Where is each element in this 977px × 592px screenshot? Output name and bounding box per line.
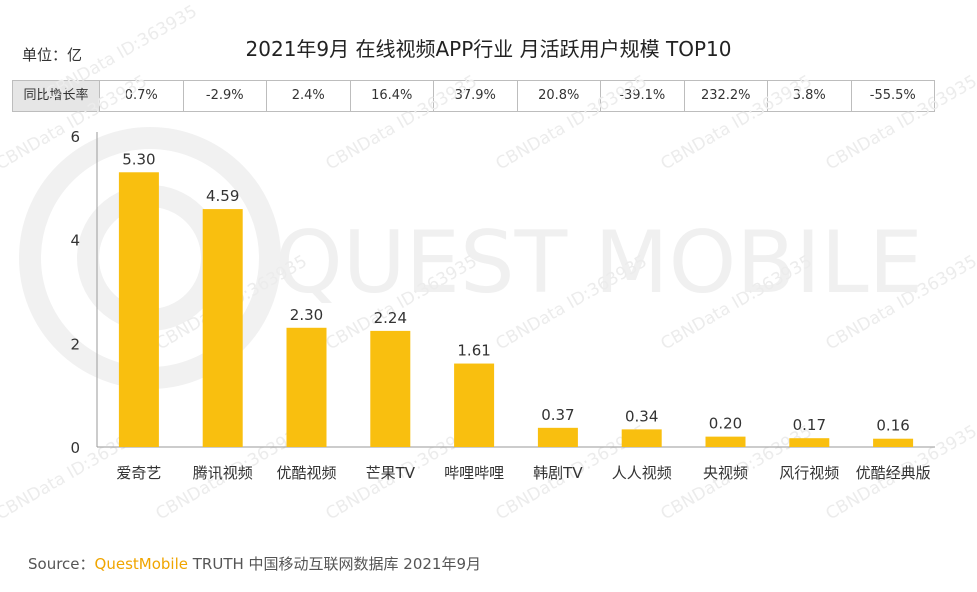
yoy-cell: 2.4%: [267, 81, 351, 111]
source-brand: QuestMobile: [94, 555, 188, 573]
x-tick-label: 央视频: [703, 464, 748, 482]
yoy-cell: -2.9%: [184, 81, 267, 111]
unit-label: 单位：亿: [22, 46, 83, 64]
watermark-tag: CBNData ID:363935: [323, 72, 481, 175]
watermark-brand: QUEST MOBILE: [275, 213, 923, 313]
source-note: Source：QuestMobile TRUTH 中国移动互联网数据库 2021…: [28, 553, 481, 574]
bar: [705, 436, 746, 447]
yoy-cell: 0.7%: [100, 81, 184, 111]
yoy-cell: -39.1%: [601, 81, 685, 111]
bar-value-label: 5.30: [122, 150, 155, 168]
x-tick-label: 优酷视频: [276, 464, 336, 482]
bar: [621, 429, 662, 447]
source-rest: TRUTH 中国移动互联网数据库 2021年9月: [187, 555, 482, 573]
x-tick-label: 风行视频: [779, 464, 839, 482]
watermark-tag: CBNData ID:363935: [823, 72, 977, 175]
yoy-cell: 37.9%: [434, 81, 518, 111]
bar-value-label: 4.59: [206, 187, 239, 205]
bar: [118, 172, 159, 448]
bar: [202, 209, 243, 447]
y-tick-label: 6: [70, 128, 80, 146]
x-tick-label: 芒果TV: [366, 464, 416, 482]
source-prefix: Source：: [28, 555, 95, 573]
bar: [873, 438, 914, 447]
yoy-cell: -55.5%: [852, 81, 935, 111]
bar-value-label: 0.17: [793, 416, 826, 434]
x-tick-label: 爱奇艺: [116, 464, 161, 482]
yoy-cell: 3.8%: [768, 81, 852, 111]
bar: [286, 327, 327, 447]
yoy-growth-row: 同比增长率 0.7% -2.9% 2.4% 16.4% 37.9% 20.8% …: [12, 80, 935, 112]
yoy-cell: 16.4%: [351, 81, 434, 111]
y-tick-label: 4: [70, 232, 80, 250]
chart-title: 2021年9月 在线视频APP行业 月活跃用户规模 TOP10: [245, 37, 732, 61]
y-tick-label: 2: [70, 335, 80, 353]
watermark-tag: CBNData ID:363935: [493, 72, 651, 175]
bar-value-label: 0.20: [709, 415, 742, 433]
x-tick-label: 哔哩哔哩: [444, 464, 504, 482]
yoy-row-label: 同比增长率: [12, 81, 100, 111]
bar: [370, 330, 411, 447]
yoy-cell: 232.2%: [685, 81, 768, 111]
x-tick-label: 腾讯视频: [193, 464, 253, 482]
x-tick-label: 优酷经典版: [856, 464, 931, 482]
x-tick-label: 人人视频: [612, 464, 672, 482]
x-tick-label: 韩剧TV: [533, 464, 583, 482]
yoy-cell: 20.8%: [518, 81, 601, 111]
bar: [454, 363, 495, 447]
bar-value-label: 1.61: [457, 342, 490, 360]
watermark-tag: CBNData ID:363935: [658, 72, 816, 175]
y-tick-label: 0: [70, 439, 80, 457]
bar-value-label: 0.34: [625, 407, 658, 425]
bar-value-label: 0.16: [876, 417, 909, 435]
bar-value-label: 0.37: [541, 406, 574, 424]
bar-value-label: 2.30: [290, 306, 323, 324]
bar-value-label: 2.24: [374, 309, 407, 327]
bar: [537, 427, 578, 447]
bar: [789, 438, 830, 447]
